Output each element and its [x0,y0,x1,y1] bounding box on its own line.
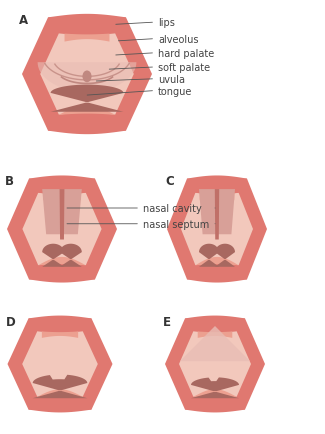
Polygon shape [48,113,126,135]
Polygon shape [42,244,64,267]
Polygon shape [42,332,78,338]
Polygon shape [7,179,117,280]
Polygon shape [193,389,237,397]
Polygon shape [215,190,219,240]
Polygon shape [187,263,247,283]
Text: nasal cavity: nasal cavity [143,204,202,214]
Polygon shape [180,326,250,362]
Polygon shape [181,193,253,266]
Polygon shape [215,244,235,267]
Polygon shape [29,176,95,195]
Polygon shape [195,257,239,266]
Text: E: E [163,315,171,328]
Polygon shape [179,332,251,397]
Text: hard palate: hard palate [158,49,215,59]
Polygon shape [199,190,235,235]
Polygon shape [42,190,82,235]
Polygon shape [60,244,82,267]
Text: C: C [165,175,174,188]
Polygon shape [59,190,64,240]
Text: nasal septum: nasal septum [143,219,209,229]
Text: alveolus: alveolus [158,35,199,45]
Text: D: D [6,315,15,328]
Text: A: A [20,13,29,26]
Polygon shape [165,319,265,410]
Polygon shape [185,395,245,412]
Polygon shape [29,316,92,333]
Polygon shape [199,244,219,267]
Text: tongue: tongue [158,86,193,96]
Polygon shape [37,389,83,397]
Text: uvula: uvula [158,75,185,85]
Polygon shape [167,179,267,280]
Text: lips: lips [158,18,175,28]
Polygon shape [187,176,247,195]
Polygon shape [191,378,239,398]
Polygon shape [22,18,152,132]
Polygon shape [51,85,124,112]
Polygon shape [40,34,134,115]
Text: B: B [5,175,14,188]
Polygon shape [185,316,245,333]
Polygon shape [7,319,112,410]
Polygon shape [43,194,81,201]
Polygon shape [65,35,110,43]
Polygon shape [29,263,95,283]
Text: soft palate: soft palate [158,63,210,73]
Polygon shape [22,193,102,266]
Polygon shape [200,194,234,201]
Polygon shape [33,375,87,398]
Polygon shape [29,395,92,412]
Polygon shape [198,332,232,338]
Polygon shape [22,332,98,397]
Polygon shape [59,106,115,115]
Polygon shape [38,257,86,266]
Polygon shape [38,63,136,92]
Ellipse shape [83,71,92,83]
Polygon shape [48,15,126,36]
